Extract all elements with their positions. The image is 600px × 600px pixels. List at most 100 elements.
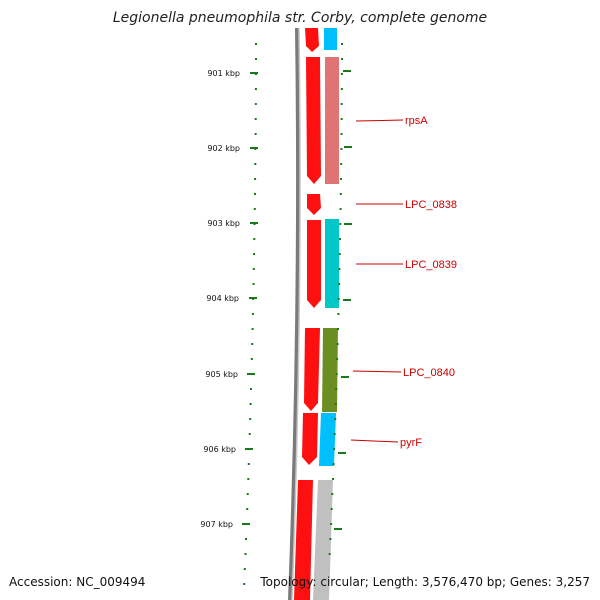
ruler-minor-tick [340,163,343,165]
map-title: Legionella pneumophila str. Corby, compl… [112,10,488,26]
ruler-label: 905 kbp [205,370,238,379]
gene-labels: rpsA LPC_0838 LPC_0839 LPC_0840 pyrF [400,115,457,449]
ruler-minor-tick [252,268,255,270]
backbone [288,27,301,600]
ruler-minor-tick [250,358,253,360]
ruler-minor-tick [254,193,256,195]
ruler-minor-tick [255,43,257,45]
ruler-minor-tick [341,43,343,45]
ruler-minor-tick [341,58,343,60]
ruler-minor-tick [249,418,252,420]
ruler-minor-tick [328,553,331,555]
ruler-minor-tick [246,508,249,510]
ruler-minor-tick [336,358,339,360]
ruler-minor-tick [340,178,342,180]
ruler-minor-tick [333,448,336,450]
cds-feature-6 [302,413,318,465]
cog-feature-2 [325,57,339,184]
ruler-minor-tick [340,88,343,90]
ruler-minor-tick [333,433,336,435]
ruler-minor-tick [253,253,256,255]
ruler-minor-tick [244,553,247,555]
ruler-labels: 901 kbp 902 kbp 903 kbp 904 kbp 905 kbp … [200,69,240,529]
ruler-minor-tick [254,133,257,135]
ruler-label: 902 kbp [207,144,240,153]
ruler-minor-tick [339,208,342,210]
cds-feature-2 [306,57,321,184]
cds-feature-5 [304,328,320,411]
ruler-minor-tick [335,388,338,390]
ruler-label: 906 kbp [203,445,236,454]
ruler-minor-tick [246,493,249,495]
cog-feature-6 [313,480,333,600]
ruler-minor-tick [337,328,339,330]
accession-text: Accession: NC_009494 [9,575,146,589]
ruler-minor-tick [334,418,337,420]
ruler-minor-tick [332,463,335,465]
ruler-minor-tick [329,538,332,540]
ruler-minor-tick [340,148,343,150]
ruler-minor-tick [249,403,252,405]
ruler-label: 903 kbp [207,219,240,228]
ruler-minor-tick [254,88,257,90]
ruler-label: 901 kbp [207,69,240,78]
gene-label-lpc0840: LPC_0840 [403,367,455,379]
ruler-minor-tick [330,523,333,525]
ruler-minor-tick [247,463,250,465]
cog-feature-3 [325,219,339,308]
ruler-label: 904 kbp [206,294,239,303]
cog-feature-4 [322,328,338,412]
ruler-minor-tick [254,178,257,180]
genome-summary-text: Topology: circular; Length: 3,576,470 bp… [260,575,590,589]
ruler-minor-tick [340,118,343,120]
ruler-minor-ticks-right [328,43,343,555]
ruler-minor-tick [251,328,254,330]
gene-label-lpc0839: LPC_0839 [405,259,457,271]
ruler-minor-tick [332,478,334,480]
ruler-minor-tick [255,58,257,60]
ruler-minor-tick [339,238,341,240]
ruler-minor-tick [337,298,340,300]
ruler-minor-tick [337,313,340,315]
ruler-minor-tick [338,253,341,255]
ruler-label: 907 kbp [200,520,233,529]
gene-label-pyrF: pyrF [400,437,422,449]
ruler-minor-tick [340,133,343,135]
gene-label-lpc0838: LPC_0838 [405,199,457,211]
cog-feature-1 [324,28,337,50]
cds-track [294,28,321,600]
cds-feature-7 [294,480,313,600]
ruler-minor-tick [248,433,251,435]
ruler-minor-tick [251,313,254,315]
ruler-minor-tick [340,73,343,75]
ruler-minor-tick [336,343,339,345]
ruler-minor-tick [254,118,257,120]
ruler-minor-tick [254,163,257,165]
ruler-minor-tick [243,583,246,585]
ruler-minor-tick [340,103,343,105]
ruler-minor-ticks [243,43,257,585]
ruler-major-ticks [242,70,352,530]
ruler: 901 kbp 902 kbp 903 kbp 904 kbp 905 kbp … [200,43,352,585]
gene-label-rpsA: rpsA [405,115,428,127]
ruler-minor-tick [252,283,255,285]
ruler-minor-tick [251,343,254,345]
ruler-minor-tick [253,238,256,240]
ruler-minor-tick [335,373,338,375]
cog-track [313,28,339,600]
ruler-minor-tick [245,538,247,540]
ruler-minor-tick [247,478,250,480]
ruler-minor-tick [338,268,341,270]
ruler-minor-tick [331,493,334,495]
ruler-minor-tick [339,193,342,195]
ruler-minor-tick [334,403,337,405]
label-connectors [350,119,404,443]
cog-feature-5 [319,413,336,466]
ruler-minor-tick [253,208,256,210]
ruler-minor-tick [243,568,246,570]
ruler-minor-tick [250,388,252,390]
ruler-minor-tick [339,223,342,225]
cds-feature-3 [307,194,321,215]
ruler-minor-tick [330,508,333,510]
